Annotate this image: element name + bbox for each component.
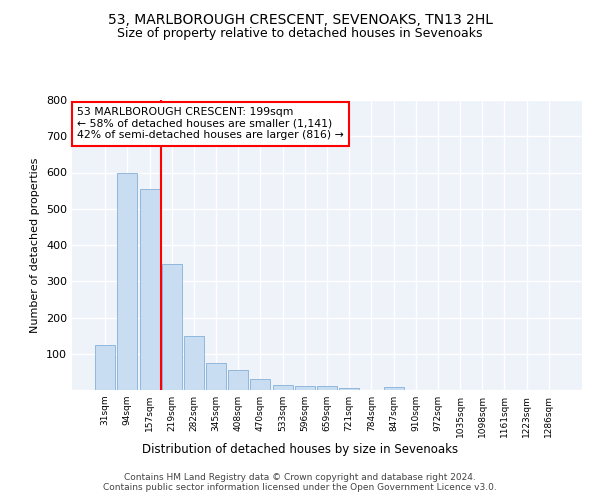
Bar <box>118 172 137 390</box>
Text: Contains HM Land Registry data © Crown copyright and database right 2024.: Contains HM Land Registry data © Crown c… <box>124 472 476 482</box>
Bar <box>184 336 204 390</box>
Bar <box>228 370 248 390</box>
Text: 53 MARLBOROUGH CRESCENT: 199sqm
← 58% of detached houses are smaller (1,141)
42%: 53 MARLBOROUGH CRESCENT: 199sqm ← 58% of… <box>77 108 344 140</box>
Bar <box>272 384 293 390</box>
Bar <box>383 387 404 390</box>
Bar <box>250 379 271 390</box>
Bar <box>317 386 337 390</box>
Bar <box>140 189 160 390</box>
Text: Distribution of detached houses by size in Sevenoaks: Distribution of detached houses by size … <box>142 442 458 456</box>
Bar <box>162 264 182 390</box>
Bar <box>295 386 315 390</box>
Text: 53, MARLBOROUGH CRESCENT, SEVENOAKS, TN13 2HL: 53, MARLBOROUGH CRESCENT, SEVENOAKS, TN1… <box>107 12 493 26</box>
Bar <box>95 344 115 390</box>
Y-axis label: Number of detached properties: Number of detached properties <box>31 158 40 332</box>
Bar <box>206 363 226 390</box>
Bar <box>339 388 359 390</box>
Text: Size of property relative to detached houses in Sevenoaks: Size of property relative to detached ho… <box>117 28 483 40</box>
Text: Contains public sector information licensed under the Open Government Licence v3: Contains public sector information licen… <box>103 484 497 492</box>
